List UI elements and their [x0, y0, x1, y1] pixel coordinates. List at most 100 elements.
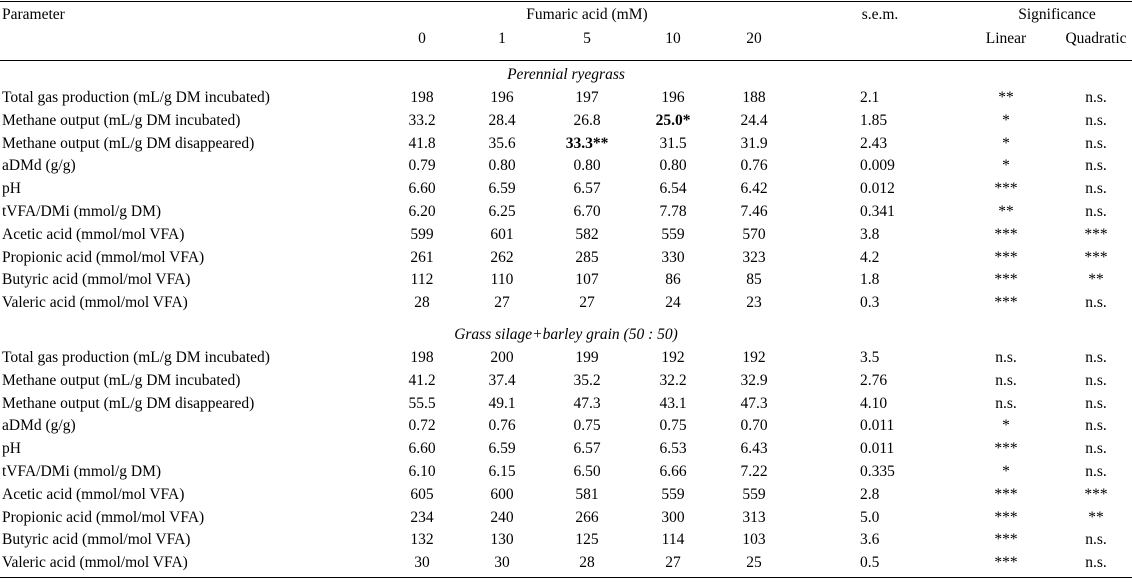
table-cell-quadratic: n.s. [1085, 157, 1107, 174]
table-cell-value: 27 [665, 554, 681, 571]
table-cell-quadratic: n.s. [1085, 372, 1107, 389]
table-cell-quadratic: n.s. [1085, 349, 1107, 366]
table-cell-value: 6.43 [740, 440, 768, 457]
table-cell-value: 33.3** [565, 135, 609, 152]
table-cell-value: 559 [661, 486, 685, 503]
table-cell-value: 6.42 [740, 180, 768, 197]
table-cell-value: 30 [494, 554, 510, 571]
table-cell-linear: *** [994, 509, 1018, 526]
table-cell-sem: 0.009 [860, 157, 895, 174]
table-cell-value: 0.80 [573, 157, 601, 174]
table-cell-linear: *** [994, 271, 1018, 288]
table-cell-value: 114 [661, 531, 685, 548]
table-cell-value: 262 [490, 249, 514, 266]
table-cell-value: 6.60 [408, 440, 436, 457]
row-parameter-label: Propionic acid (mmol/mol VFA) [2, 249, 205, 266]
row-parameter-label: Total gas production (mL/g DM incubated) [2, 89, 270, 106]
row-parameter-label: Propionic acid (mmol/mol VFA) [2, 509, 205, 526]
table-cell-value: 35.6 [488, 135, 516, 152]
table-cell-value: 107 [575, 271, 599, 288]
table-cell-value: 26.8 [573, 112, 601, 129]
table-cell-value: 0.80 [488, 157, 516, 174]
row-parameter-label: pH [2, 180, 21, 197]
table-cell-value: 0.79 [408, 157, 436, 174]
table-cell-value: 24.4 [740, 112, 768, 129]
row-parameter-label: aDMd (g/g) [2, 417, 76, 434]
table-cell-value: 31.5 [659, 135, 687, 152]
row-parameter-label: Butyric acid (mmol/mol VFA) [2, 531, 191, 548]
table-cell-value: 7.22 [740, 463, 768, 480]
table-cell-value: 300 [661, 509, 685, 526]
header-dose-10: 10 [665, 30, 681, 47]
table-cell-value: 6.60 [408, 180, 436, 197]
table-cell-linear: * [1002, 112, 1010, 129]
table-cell-linear: ** [998, 89, 1014, 106]
table-cell-value: 196 [490, 89, 514, 106]
row-parameter-label: Acetic acid (mmol/mol VFA) [2, 226, 185, 243]
header-rule [0, 60, 1132, 61]
table-cell-value: 43.1 [659, 395, 687, 412]
table-cell-quadratic: n.s. [1085, 203, 1107, 220]
table-cell-value: 35.2 [573, 372, 601, 389]
table-cell-value: 24 [665, 294, 681, 311]
bottom-rule [0, 577, 1132, 578]
table-cell-quadratic: n.s. [1085, 135, 1107, 152]
header-dose-0: 0 [418, 30, 426, 47]
row-parameter-label: tVFA/DMi (mmol/g DM) [2, 463, 162, 480]
table-cell-value: 41.2 [408, 372, 436, 389]
header-fumaric-acid: Fumaric acid (mM) [526, 6, 648, 23]
table-cell-sem: 4.2 [860, 249, 880, 266]
table-cell-value: 25.0* [655, 112, 691, 129]
table-cell-value: 25 [746, 554, 762, 571]
table-cell-value: 600 [490, 486, 514, 503]
header-parameter: Parameter [2, 6, 65, 23]
table-cell-value: 0.76 [740, 157, 768, 174]
table-cell-quadratic: n.s. [1085, 417, 1107, 434]
table-cell-value: 110 [490, 271, 514, 288]
table-cell-value: 0.80 [659, 157, 687, 174]
table-cell-quadratic: ** [1088, 509, 1104, 526]
table-cell-value: 6.50 [573, 463, 601, 480]
table-cell-quadratic: *** [1084, 486, 1108, 503]
table-cell-quadratic: n.s. [1085, 89, 1107, 106]
table-cell-value: 7.46 [740, 203, 768, 220]
table-cell-value: 47.3 [573, 395, 601, 412]
table-cell-sem: 2.76 [860, 372, 888, 389]
table-cell-sem: 1.85 [860, 112, 888, 129]
table-cell-value: 266 [575, 509, 599, 526]
table-cell-linear: ** [998, 203, 1014, 220]
table-cell-value: 192 [661, 349, 685, 366]
table-cell-value: 197 [575, 89, 599, 106]
section-title: Perennial ryegrass [507, 66, 625, 83]
header-linear: Linear [985, 30, 1027, 47]
table-cell-value: 28 [414, 294, 430, 311]
table-cell-quadratic: n.s. [1085, 180, 1107, 197]
table-cell-quadratic: n.s. [1085, 440, 1107, 457]
table-cell-value: 49.1 [488, 395, 516, 412]
table-cell-quadratic: n.s. [1085, 112, 1107, 129]
table-cell-linear: *** [994, 294, 1018, 311]
table-cell-sem: 0.3 [860, 294, 880, 311]
table-cell-value: 200 [490, 349, 514, 366]
table-cell-value: 6.15 [488, 463, 516, 480]
table-cell-sem: 2.8 [860, 486, 880, 503]
table-cell-value: 33.2 [408, 112, 436, 129]
table-cell-value: 330 [661, 249, 685, 266]
header-sem: s.e.m. [861, 6, 899, 23]
table-cell-linear: n.s. [995, 349, 1017, 366]
row-parameter-label: Butyric acid (mmol/mol VFA) [2, 271, 191, 288]
section-title: Grass silage+barley grain (50 : 50) [454, 326, 678, 343]
table-cell-value: 0.75 [573, 417, 601, 434]
header-dose-20: 20 [746, 30, 762, 47]
row-parameter-label: Methane output (mL/g DM incubated) [2, 112, 241, 129]
table-cell-value: 47.3 [740, 395, 768, 412]
table-cell-value: 0.70 [740, 417, 768, 434]
header-dose-1: 1 [498, 30, 506, 47]
table-cell-sem: 2.1 [860, 89, 880, 106]
row-parameter-label: Methane output (mL/g DM disappeared) [2, 395, 255, 412]
table-cell-sem: 0.011 [860, 417, 895, 434]
table-cell-value: 582 [575, 226, 599, 243]
table-cell-sem: 3.6 [860, 531, 880, 548]
table-cell-value: 6.57 [573, 180, 601, 197]
table-cell-value: 6.20 [408, 203, 436, 220]
